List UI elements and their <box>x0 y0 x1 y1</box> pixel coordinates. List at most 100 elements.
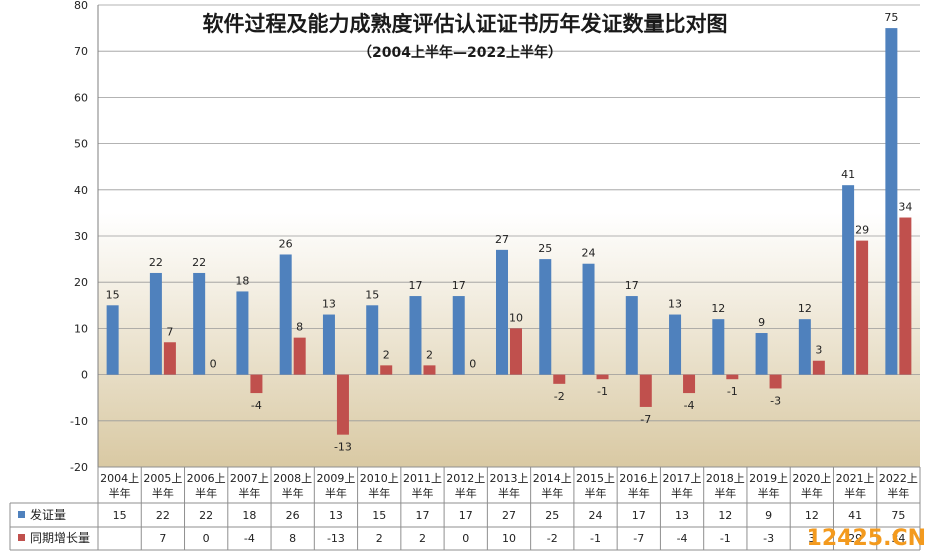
bar-issued-14 <box>712 319 725 375</box>
y-tick-label: 40 <box>74 184 88 197</box>
label-issued-15: 9 <box>758 316 765 329</box>
category-label: 2006上 <box>187 472 226 485</box>
bars <box>106 28 912 435</box>
category-label: 2022上 <box>879 472 918 485</box>
category-label: 半年 <box>887 486 909 500</box>
y-tick-label: 70 <box>74 45 88 58</box>
label-growth-3: -4 <box>251 399 262 412</box>
bar-issued-12 <box>625 296 638 375</box>
category-label: 2007上 <box>230 472 269 485</box>
y-tick-label: -20 <box>70 461 88 474</box>
y-tick-label: 50 <box>74 138 88 151</box>
category-label: 半年 <box>801 486 823 500</box>
y-tick-label: 80 <box>74 0 88 12</box>
label-growth-16: 3 <box>815 344 822 357</box>
table-cell: -4 <box>244 532 255 545</box>
label-issued-18: 75 <box>884 11 898 24</box>
label-issued-8: 17 <box>452 279 466 292</box>
category-label: 半年 <box>195 486 217 500</box>
label-issued-17: 41 <box>841 168 855 181</box>
y-tick-label: 10 <box>74 322 88 335</box>
bar-issued-1 <box>149 272 162 375</box>
table-cell: 2 <box>419 532 426 545</box>
table-cell: 7 <box>159 532 166 545</box>
table-cell: 22 <box>156 509 170 522</box>
table-cell: 3 <box>808 532 815 545</box>
bar-growth-15 <box>769 374 782 389</box>
category-label: 2004上 <box>100 472 139 485</box>
bar-growth-4 <box>293 337 306 375</box>
bar-issued-11 <box>582 263 595 375</box>
bar-issued-7 <box>409 296 422 375</box>
category-label: 半年 <box>498 486 520 500</box>
category-label: 半年 <box>541 486 563 500</box>
category-label: 半年 <box>844 486 866 500</box>
bar-issued-3 <box>236 291 249 375</box>
label-issued-2: 22 <box>192 256 206 269</box>
y-tick-label: -10 <box>70 415 88 428</box>
category-label: 2015上 <box>576 472 615 485</box>
bar-issued-4 <box>279 254 292 375</box>
legend-swatch <box>18 534 25 541</box>
table-cell: 17 <box>459 509 473 522</box>
label-issued-3: 18 <box>235 274 249 287</box>
category-label: 半年 <box>758 486 780 500</box>
label-issued-4: 26 <box>279 237 293 250</box>
table-cell: 17 <box>632 509 646 522</box>
table-cell: 15 <box>372 509 386 522</box>
label-growth-1: 7 <box>166 325 173 338</box>
category-label: 半年 <box>238 486 260 500</box>
category-label: 半年 <box>628 486 650 500</box>
category-label: 半年 <box>109 486 131 500</box>
category-label: 2017上 <box>663 472 702 485</box>
category-label: 半年 <box>671 486 693 500</box>
label-growth-7: 2 <box>426 348 433 361</box>
table-cell: -1 <box>720 532 731 545</box>
table-cell: 25 <box>545 509 559 522</box>
bar-growth-11 <box>596 374 609 380</box>
label-growth-2: 0 <box>210 358 217 371</box>
bar-issued-8 <box>452 296 465 375</box>
table-cell: 18 <box>242 509 256 522</box>
category-label: 半年 <box>585 486 607 500</box>
category-label: 半年 <box>411 486 433 500</box>
table-cell: 12 <box>805 509 819 522</box>
bar-growth-18 <box>899 217 912 375</box>
label-growth-12: -7 <box>640 413 651 426</box>
table-cell: -1 <box>590 532 601 545</box>
category-label: 半年 <box>152 486 174 500</box>
category-label: 2014上 <box>533 472 572 485</box>
label-issued-6: 15 <box>365 288 379 301</box>
label-growth-13: -4 <box>684 399 695 412</box>
category-label: 2019上 <box>749 472 788 485</box>
category-label: 2021上 <box>836 472 875 485</box>
category-label: 2012上 <box>446 472 485 485</box>
table-cell: 13 <box>329 509 343 522</box>
label-growth-4: 8 <box>296 321 303 334</box>
table-cell: 34 <box>891 532 905 545</box>
bar-issued-0 <box>106 305 119 375</box>
category-label: 2020上 <box>792 472 831 485</box>
label-growth-18: 34 <box>898 201 912 214</box>
category-label: 2005上 <box>143 472 182 485</box>
y-tick-label: 20 <box>74 276 88 289</box>
table-cell: 22 <box>199 509 213 522</box>
gridlines <box>98 4 920 468</box>
chart-title: 软件过程及能力成熟度评估认证证书历年发证数量比对图 <box>203 12 728 36</box>
table-cell: -7 <box>633 532 644 545</box>
category-label: 半年 <box>368 486 390 500</box>
label-issued-16: 12 <box>798 302 812 315</box>
bar-issued-16 <box>798 319 811 375</box>
table-cell: 9 <box>765 509 772 522</box>
label-issued-9: 27 <box>495 233 509 246</box>
data-table: 2004上半年2005上半年2006上半年2007上半年2008上半年2009上… <box>9 466 921 551</box>
table-cell: 8 <box>289 532 296 545</box>
category-label: 2008上 <box>273 472 312 485</box>
category-label: 半年 <box>714 486 736 500</box>
category-label: 半年 <box>325 486 347 500</box>
bar-growth-12 <box>639 374 652 407</box>
bar-issued-18 <box>885 28 898 375</box>
table-cell: -13 <box>327 532 345 545</box>
